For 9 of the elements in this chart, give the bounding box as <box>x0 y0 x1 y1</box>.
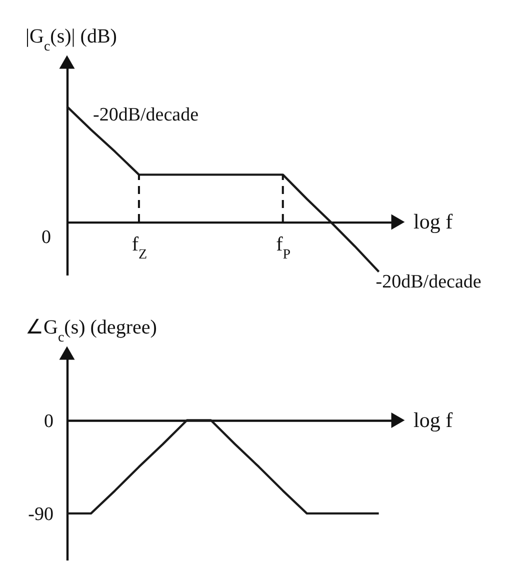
annotation: -20dB/decade <box>93 104 199 126</box>
x-tick-label: f$_{Z}$ <box>132 234 148 262</box>
x-axis-title: log f <box>414 210 453 234</box>
x-tick-label: f$_{P}$ <box>276 234 291 262</box>
y-axis-title: ∠G$_{c}$(s) (degree) <box>26 316 157 345</box>
annotation: -20dB/decade <box>376 272 482 293</box>
y-axis-title: |G$_{c}$(s)| (dB) <box>26 26 117 54</box>
x-axis-title: log f <box>414 408 453 432</box>
y-tick-label: -90 <box>28 504 54 525</box>
